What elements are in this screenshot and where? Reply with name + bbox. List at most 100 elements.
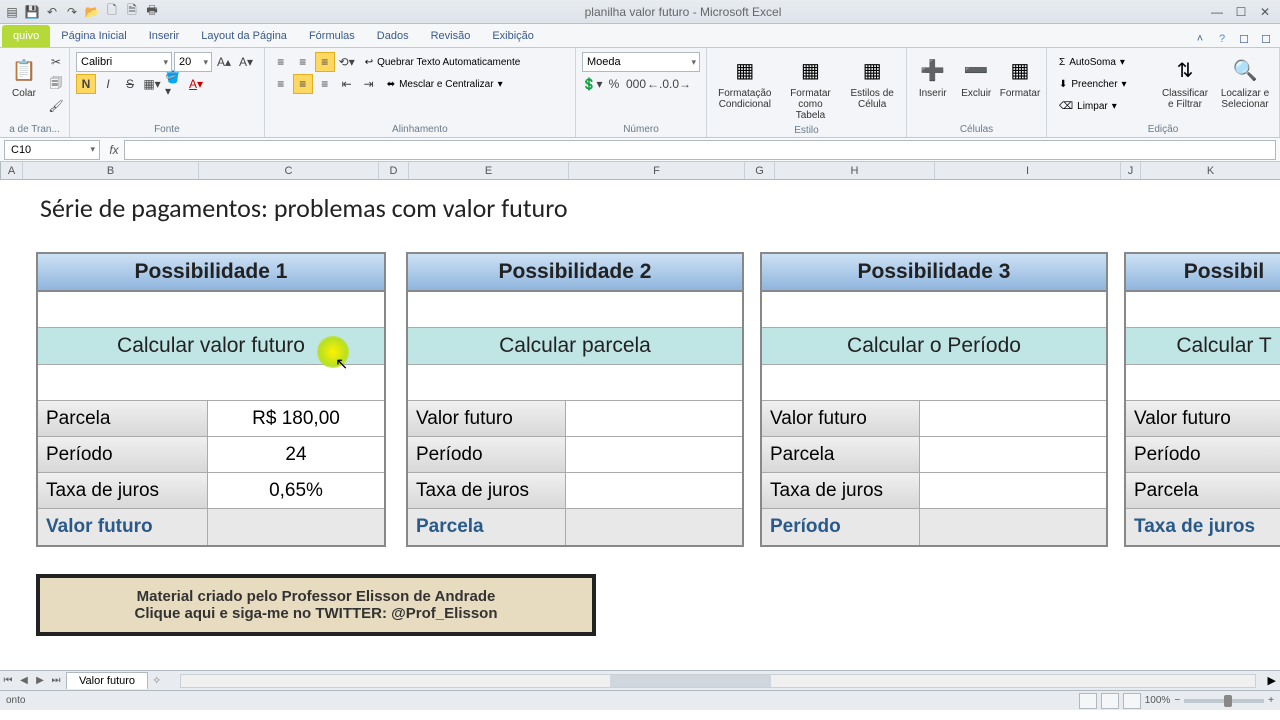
merge-center-button[interactable]: ⬌Mesclar e Centralizar▾ <box>381 74 509 94</box>
italic-button[interactable]: I <box>98 74 118 94</box>
close-button[interactable]: ✕ <box>1254 4 1276 20</box>
zoom-out-button[interactable]: − <box>1174 695 1180 706</box>
minimize-ribbon-icon[interactable]: ˄ <box>1192 31 1208 47</box>
tab-nav-prev[interactable]: ◀ <box>16 675 32 686</box>
formula-input[interactable] <box>124 140 1276 160</box>
blank-row[interactable] <box>762 365 1106 401</box>
align-bottom-icon[interactable]: ≡ <box>315 52 335 72</box>
maximize-button[interactable]: ☐ <box>1230 4 1252 20</box>
new-icon[interactable]: 🗋 <box>104 4 120 20</box>
tab-insert[interactable]: Inserir <box>138 25 191 47</box>
fx-icon[interactable]: fx <box>104 143 124 157</box>
result-value[interactable] <box>208 509 384 545</box>
delete-cells-button[interactable]: ➖Excluir <box>957 52 997 101</box>
font-color-button[interactable]: A▾ <box>186 74 206 94</box>
cut-icon[interactable]: ✂ <box>46 52 66 72</box>
blank-row[interactable] <box>408 292 742 328</box>
undo-icon[interactable]: ↶ <box>44 4 60 20</box>
currency-icon[interactable]: 💲▾ <box>582 74 602 94</box>
credits-box[interactable]: Material criado pelo Professor Elisson d… <box>36 574 596 636</box>
sort-filter-button[interactable]: ⇅Classificar e Filtrar <box>1157 52 1213 112</box>
result-value[interactable] <box>566 509 742 545</box>
column-header-A[interactable]: A <box>1 162 23 179</box>
tab-view[interactable]: Exibição <box>481 25 545 47</box>
scroll-right-icon[interactable]: ▶ <box>1264 674 1280 687</box>
align-left-icon[interactable]: ≡ <box>271 74 291 94</box>
column-header-C[interactable]: C <box>199 162 379 179</box>
fill-color-button[interactable]: 🪣▾ <box>164 74 184 94</box>
blank-row[interactable] <box>38 365 384 401</box>
tab-layout[interactable]: Layout da Página <box>190 25 298 47</box>
align-middle-icon[interactable]: ≡ <box>293 52 313 72</box>
name-box[interactable]: C10 <box>4 140 100 160</box>
number-format-combo[interactable]: Moeda <box>582 52 700 72</box>
conditional-formatting-button[interactable]: ▦Formatação Condicional <box>713 52 777 112</box>
blank-row[interactable] <box>408 365 742 401</box>
align-right-icon[interactable]: ≡ <box>315 74 335 94</box>
column-header-B[interactable]: B <box>23 162 199 179</box>
font-name-combo[interactable]: Calibri <box>76 52 172 72</box>
clear-button[interactable]: ⌫ Limpar▾ <box>1053 96 1153 116</box>
column-header-D[interactable]: D <box>379 162 409 179</box>
row-value[interactable]: R$ 180,00 <box>208 401 384 436</box>
strikethrough-button[interactable]: S <box>120 74 140 94</box>
tab-nav-first[interactable]: ⏮ <box>0 675 16 686</box>
ribbon-close-icon[interactable]: ☐ <box>1258 31 1274 47</box>
result-value[interactable] <box>920 509 1106 545</box>
tab-nav-next[interactable]: ▶ <box>32 675 48 686</box>
tab-file[interactable]: quivo <box>2 25 50 47</box>
increase-indent-icon[interactable]: ⇥ <box>359 74 379 94</box>
column-header-G[interactable]: G <box>745 162 775 179</box>
decrease-font-icon[interactable]: A▾ <box>236 52 256 72</box>
find-select-button[interactable]: 🔍Localizar e Selecionar <box>1217 52 1273 112</box>
save-icon[interactable]: 💾 <box>24 4 40 20</box>
new-sheet-button[interactable]: ✧ <box>152 674 172 687</box>
insert-cells-button[interactable]: ➕Inserir <box>913 52 953 101</box>
tab-nav-last[interactable]: ⏭ <box>48 675 64 686</box>
tab-review[interactable]: Revisão <box>420 25 482 47</box>
increase-decimal-icon[interactable]: ←.0 <box>648 74 668 94</box>
comma-icon[interactable]: 000 <box>626 74 646 94</box>
decrease-decimal-icon[interactable]: .0→ <box>670 74 690 94</box>
border-button[interactable]: ▦▾ <box>142 74 162 94</box>
zoom-slider[interactable] <box>1184 699 1264 703</box>
row-value[interactable] <box>566 437 742 472</box>
bold-button[interactable]: N <box>76 74 96 94</box>
view-normal-button[interactable] <box>1079 693 1097 709</box>
open-icon[interactable]: 📂 <box>84 4 100 20</box>
row-value[interactable] <box>920 401 1106 436</box>
row-value[interactable]: 24 <box>208 437 384 472</box>
row-value[interactable]: 0,65% <box>208 473 384 508</box>
paste-button[interactable]: 📋 Colar <box>6 52 42 101</box>
blank-row[interactable] <box>1126 365 1280 401</box>
blank-row[interactable] <box>762 292 1106 328</box>
column-header-H[interactable]: H <box>775 162 935 179</box>
column-header-E[interactable]: E <box>409 162 569 179</box>
view-pagebreak-button[interactable] <box>1123 693 1141 709</box>
format-as-table-button[interactable]: ▦Formatar como Tabela <box>781 52 841 123</box>
help-icon[interactable]: ? <box>1214 31 1230 47</box>
column-header-F[interactable]: F <box>569 162 745 179</box>
align-top-icon[interactable]: ≡ <box>271 52 291 72</box>
blank-row[interactable] <box>38 292 384 328</box>
blank-row[interactable] <box>1126 292 1280 328</box>
orientation-icon[interactable]: ⟲▾ <box>337 52 357 72</box>
worksheet-grid[interactable]: Série de pagamentos: problemas com valor… <box>0 180 1280 670</box>
minimize-button[interactable]: — <box>1206 4 1228 20</box>
tab-formulas[interactable]: Fórmulas <box>298 25 366 47</box>
tab-data[interactable]: Dados <box>366 25 420 47</box>
cell-styles-button[interactable]: ▦Estilos de Célula <box>844 52 900 112</box>
percent-icon[interactable]: % <box>604 74 624 94</box>
wrap-text-button[interactable]: ↩Quebrar Texto Automaticamente <box>359 52 527 72</box>
print-preview-icon[interactable]: 🗎 <box>124 4 140 20</box>
row-value[interactable] <box>566 473 742 508</box>
copy-icon[interactable]: 🗐 <box>46 74 66 94</box>
row-value[interactable] <box>920 437 1106 472</box>
font-size-combo[interactable]: 20 <box>174 52 212 72</box>
sheet-tab-active[interactable]: Valor futuro <box>66 672 148 689</box>
ribbon-options-icon[interactable]: ☐ <box>1236 31 1252 47</box>
zoom-in-button[interactable]: + <box>1268 695 1274 706</box>
row-value[interactable] <box>920 473 1106 508</box>
redo-icon[interactable]: ↷ <box>64 4 80 20</box>
print-icon[interactable]: 🖶 <box>144 4 160 20</box>
